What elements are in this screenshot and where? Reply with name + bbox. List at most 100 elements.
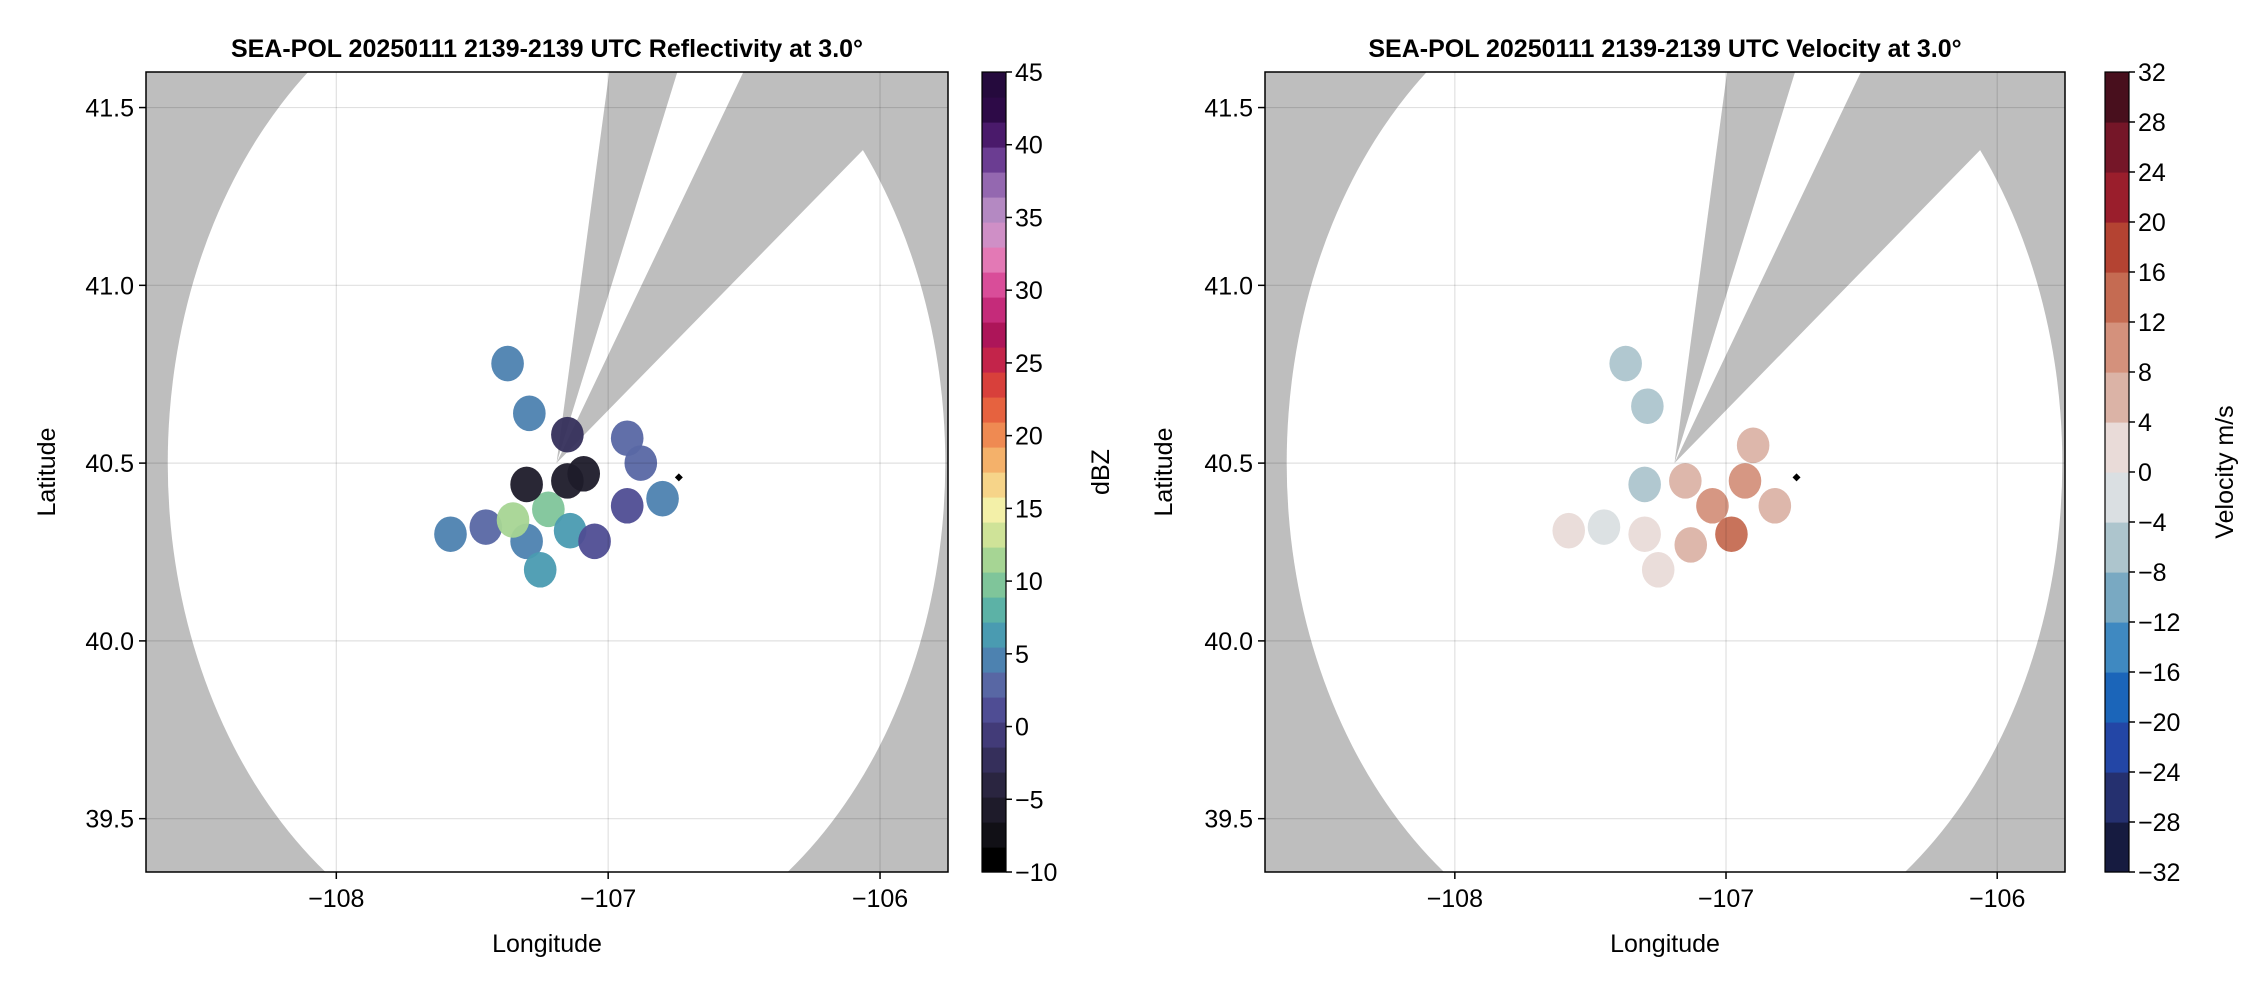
reflectivity-colorbar-segment — [982, 522, 1006, 548]
reflectivity-echo-cell — [469, 509, 503, 545]
velocity-echo-cell — [1715, 516, 1748, 552]
velocity-colorbar-tick-label: 4 — [2138, 409, 2152, 437]
reflectivity-echo-cell — [610, 488, 644, 524]
reflectivity-colorbar-segment — [982, 672, 1006, 698]
velocity-echo-cell — [1609, 345, 1642, 382]
reflectivity-colorbar-segment — [982, 297, 1006, 323]
velocity-panel: SEA-POL 20250111 2139-2139 UTC Velocity … — [1150, 35, 2239, 958]
velocity-colorbar-segment — [2105, 72, 2129, 123]
reflectivity-colorbar-segment — [982, 397, 1006, 423]
reflectivity-colorbar-segment — [982, 122, 1006, 148]
reflectivity-marker-group — [674, 473, 683, 482]
reflectivity-plot-frame — [145, 71, 949, 873]
reflectivity-colorbar-segment — [982, 447, 1006, 473]
velocity-echo-cell — [1728, 463, 1762, 499]
reflectivity-colorbar-segment — [982, 697, 1006, 723]
velocity-colorbar-tick-label: 20 — [2138, 209, 2166, 237]
reflectivity-colorbar-segment — [982, 147, 1006, 173]
velocity-colorbar-segment — [2105, 222, 2129, 273]
reflectivity-colorbar-tick-label: 45 — [1015, 59, 1043, 87]
velocity-colorbar-tick-label: −4 — [2138, 509, 2167, 537]
velocity-marker-group — [1792, 473, 1801, 482]
reflectivity-y-tick-label: 40.0 — [85, 628, 134, 656]
reflectivity-y-axis-label: Latitude — [33, 428, 61, 517]
velocity-gridlines — [1265, 72, 2065, 872]
reflectivity-echo-cell — [553, 512, 587, 549]
reflectivity-colorbar-tick-label: 15 — [1015, 495, 1043, 523]
reflectivity-echo-cell — [610, 420, 644, 456]
reflectivity-x-tick-label: −108 — [308, 885, 364, 913]
velocity-colorbar-segment — [2105, 472, 2129, 523]
velocity-echo-cell — [1552, 512, 1585, 549]
reflectivity-colorbar-segment — [982, 722, 1006, 748]
velocity-colorbar-tick-label: −16 — [2138, 659, 2180, 687]
reflectivity-echo-cell — [532, 491, 565, 528]
velocity-echo-cell — [1736, 427, 1770, 464]
velocity-y-tick-label: 41.0 — [1204, 272, 1253, 300]
reflectivity-echo-cell — [551, 416, 584, 453]
reflectivity-colorbar-segment — [982, 272, 1006, 298]
reflectivity-colorbar — [981, 71, 1007, 873]
reflectivity-y-tick-label: 39.5 — [85, 806, 134, 834]
reflectivity-y-tick-label: 41.5 — [85, 95, 134, 123]
reflectivity-colorbar-segment — [982, 472, 1006, 498]
reflectivity-colorbar-segment — [982, 172, 1006, 198]
reflectivity-colorbar-tick-label: 25 — [1015, 350, 1043, 378]
reflectivity-x-axis-label: Longitude — [492, 930, 602, 958]
reflectivity-echo-cell — [523, 552, 557, 588]
reflectivity-colorbar-tick-label: 40 — [1015, 132, 1043, 160]
velocity-colorbar-tick-label: 0 — [2138, 459, 2152, 487]
reflectivity-colorbar-segment — [982, 572, 1006, 598]
reflectivity-colorbar-segment — [982, 322, 1006, 348]
velocity-echo-cell — [1641, 552, 1675, 588]
velocity-colorbar-segment — [2105, 422, 2129, 473]
reflectivity-blocked-sector — [556, 72, 678, 464]
velocity-echo-cell — [1631, 388, 1664, 424]
velocity-colorbar-segment — [2105, 622, 2129, 673]
velocity-y-tick-label: 40.5 — [1204, 450, 1253, 478]
reflectivity-colorbar-tick-label: 10 — [1015, 568, 1043, 596]
velocity-colorbar-segment — [2105, 722, 2129, 773]
velocity-colorbar-tick-label: −24 — [2138, 759, 2181, 787]
velocity-colorbar-segment — [2105, 172, 2129, 223]
velocity-colorbar-ticks: −32 −28 −24 −20 −16 −12 −8 −4 0 4 8 12 1… — [2129, 59, 2181, 887]
velocity-colorbar-tick-label: 12 — [2138, 309, 2166, 337]
velocity-colorbar-segment — [2105, 572, 2129, 623]
reflectivity-echo-cell — [578, 523, 611, 560]
reflectivity-colorbar-segment — [982, 72, 1006, 98]
reflectivity-colorbar-segment — [982, 547, 1006, 573]
reflectivity-colorbar-ticks: −10 −5 0 5 10 15 20 25 30 35 40 45 — [1006, 59, 1057, 887]
reflectivity-colorbar-segment — [982, 97, 1006, 123]
velocity-echo-cell — [1696, 488, 1729, 524]
velocity-x-ticks: −108 −107 −106 — [1427, 872, 2025, 913]
reflectivity-colorbar-tick-label: −10 — [1015, 859, 1057, 887]
velocity-colorbar-tick-label: 8 — [2138, 359, 2152, 387]
reflectivity-x-ticks: −108 −107 −106 — [308, 872, 908, 913]
reflectivity-echo-cell — [491, 345, 524, 382]
velocity-blocked-sector — [1674, 72, 1987, 464]
reflectivity-colorbar-label: dBZ — [1087, 449, 1115, 495]
reflectivity-echo-cell — [434, 516, 467, 552]
reflectivity-colorbar-tick-label: 0 — [1015, 714, 1029, 742]
velocity-plot-area — [1286, 72, 2063, 872]
velocity-colorbar-tick-label: 16 — [2138, 259, 2166, 287]
reflectivity-echo-cell — [496, 502, 530, 538]
velocity-colorbar-segment — [2105, 672, 2129, 723]
reflectivity-y-tick-label: 40.5 — [85, 450, 134, 478]
reflectivity-echo-cell — [513, 395, 546, 432]
velocity-y-tick-label: 41.5 — [1204, 95, 1253, 123]
velocity-y-tick-label: 39.5 — [1204, 806, 1253, 834]
reflectivity-colorbar-tick-label: 20 — [1015, 423, 1043, 451]
velocity-colorbar-label: Velocity m/s — [2211, 405, 2239, 538]
velocity-echo-cell — [1674, 527, 1708, 563]
reflectivity-gridlines — [146, 72, 948, 872]
reflectivity-echo-cell — [510, 466, 543, 503]
reflectivity-x-tick-label: −107 — [580, 885, 636, 913]
reflectivity-colorbar-segment — [982, 772, 1006, 798]
velocity-x-tick-label: −108 — [1427, 885, 1483, 913]
reflectivity-colorbar-segment — [982, 747, 1006, 773]
reflectivity-colorbar-segment — [982, 822, 1006, 848]
reflectivity-colorbar-segment — [982, 797, 1006, 823]
velocity-blocked-sector — [1674, 72, 1796, 464]
